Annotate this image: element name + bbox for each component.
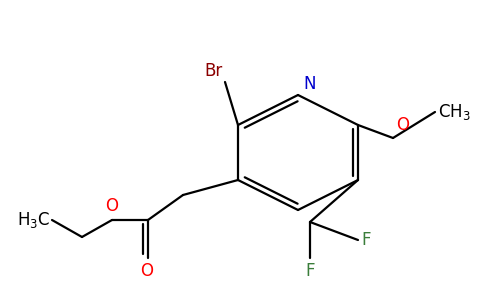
Text: N: N — [303, 75, 316, 93]
Text: O: O — [106, 197, 119, 215]
Text: H$_3$C: H$_3$C — [17, 210, 50, 230]
Text: F: F — [305, 262, 315, 280]
Text: CH$_3$: CH$_3$ — [438, 102, 471, 122]
Text: O: O — [396, 116, 409, 134]
Text: O: O — [140, 262, 153, 280]
Text: Br: Br — [205, 62, 223, 80]
Text: F: F — [361, 231, 370, 249]
